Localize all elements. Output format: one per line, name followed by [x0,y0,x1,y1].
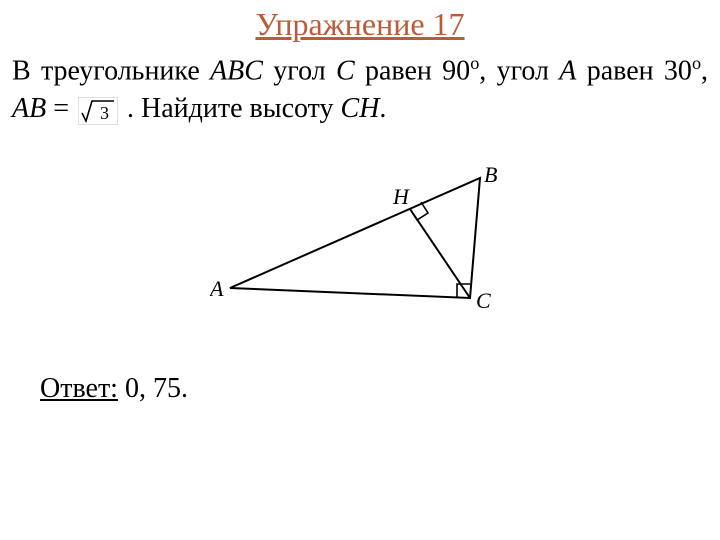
text-fragment: угол [263,55,336,86]
vertex-a-label: A [210,276,224,301]
height-label: CH [341,93,380,124]
vertex-c-label: C [476,288,491,313]
triangle-path [230,178,480,298]
text-fragment: В треугольнике [12,55,210,86]
triangle-figure: A B C H [0,158,720,333]
vertex-b-label: B [484,162,497,187]
answer-value: 0, 75. [118,373,188,404]
angle-a-label: A [559,55,576,86]
triangle-svg: A B C H [210,158,510,328]
text-fragment: равен 30 [587,55,692,86]
triangle-name: ABC [210,55,263,86]
text-fragment: = [46,93,76,124]
sqrt-value: 3 [100,103,109,123]
degree-symbol: о [692,53,701,73]
side-ab-label: AB [12,93,46,124]
answer-label: Ответ: [40,373,118,404]
answer-line: Ответ: 0, 75. [0,373,720,405]
angle-c-label: C [336,55,355,86]
degree-symbol: о [470,53,479,73]
text-fragment: . Найдите высоту [120,93,341,124]
sqrt-expression: 3 [78,97,118,125]
exercise-title: Упражнение 17 [0,0,720,43]
text-fragment: равен 90 [355,55,471,86]
text-fragment: , угол [479,55,559,86]
text-fragment: . [379,93,386,124]
problem-statement: В треугольнике ABC угол C равен 90о, уго… [0,43,720,128]
vertex-h-label: H [392,184,410,209]
text-fragment: , [701,55,708,86]
